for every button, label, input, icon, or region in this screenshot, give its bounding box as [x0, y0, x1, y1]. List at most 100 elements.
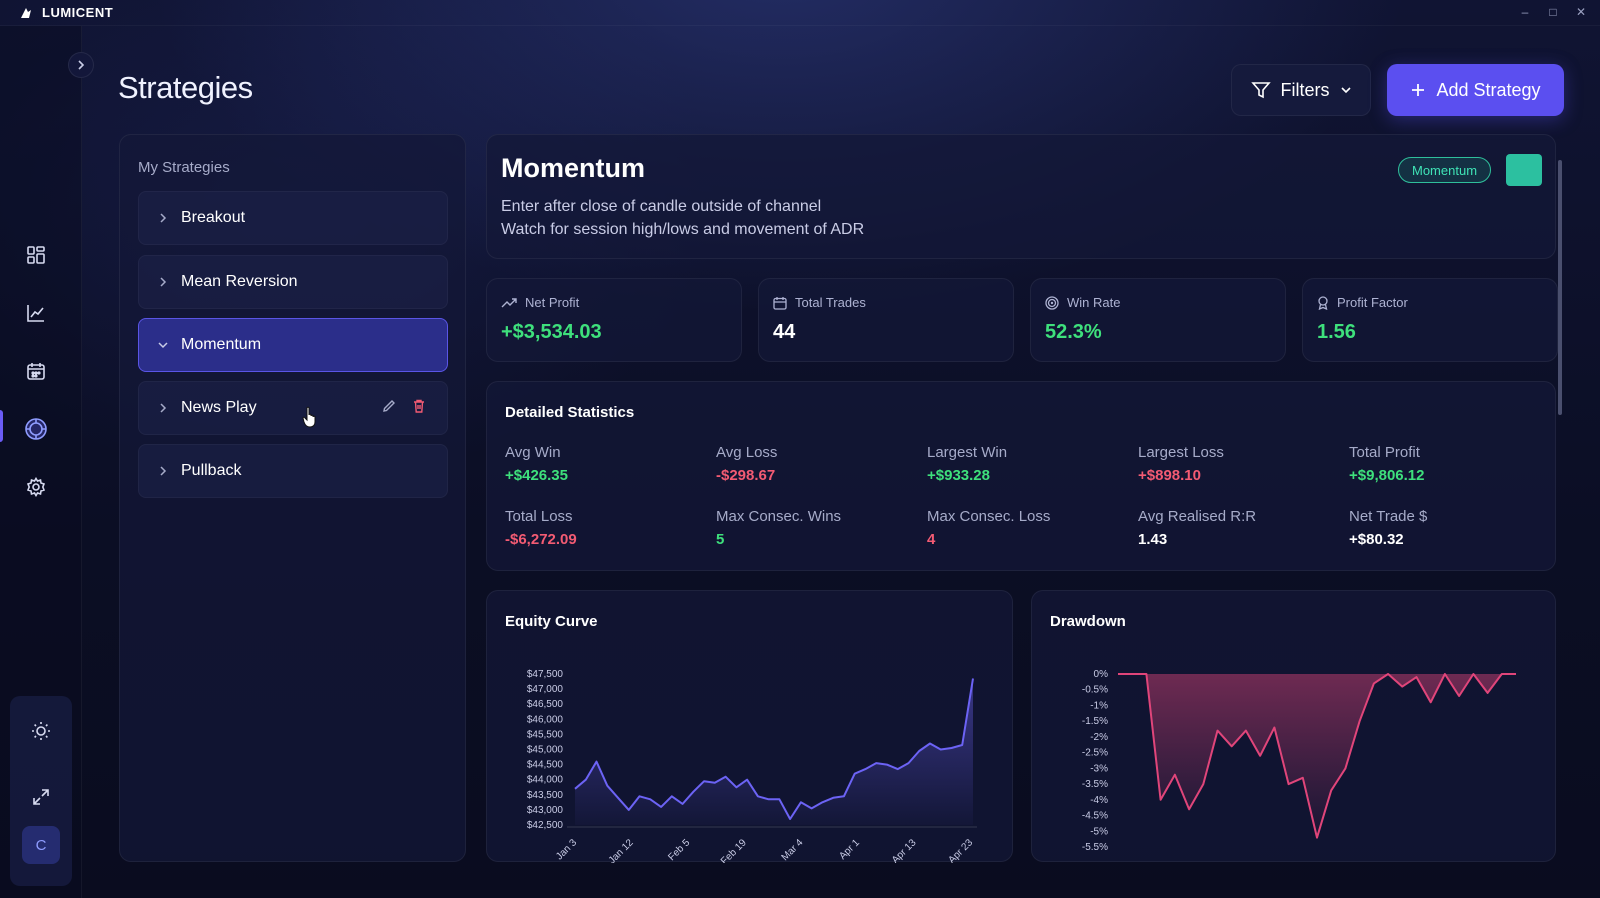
y-tick-label: -3%	[1090, 763, 1108, 774]
stat-label: Win Rate	[1067, 295, 1121, 310]
strategy-item-momentum[interactable]: Momentum	[138, 318, 448, 372]
y-tick-label: -1.5%	[1082, 716, 1108, 727]
equity-curve-title: Equity Curve	[505, 613, 598, 630]
detail-stat: Avg Loss -$298.67	[716, 444, 777, 484]
detail-stat: Largest Loss +$898.10	[1138, 444, 1224, 484]
x-tick-label: Jan 12	[607, 837, 636, 863]
detail-label: Avg Realised R:R	[1138, 508, 1257, 525]
detail-value: +$80.32	[1349, 531, 1404, 548]
y-tick-label: -4.5%	[1082, 811, 1108, 822]
dashboard-icon[interactable]	[23, 242, 49, 268]
detail-label: Net Trade $	[1349, 508, 1428, 525]
stat-label: Total Trades	[795, 295, 866, 310]
strategies-target-icon[interactable]	[23, 416, 49, 442]
detailed-statistics-title: Detailed Statistics	[505, 404, 635, 421]
strategy-item-news-play[interactable]: News Play	[138, 381, 448, 435]
active-nav-indicator	[0, 410, 3, 442]
stat-value: 44	[773, 321, 796, 343]
theme-sun-icon[interactable]	[28, 718, 54, 744]
detail-label: Largest Win	[927, 444, 1008, 461]
y-tick-label: $44,000	[527, 775, 564, 786]
detail-value: -$6,272.09	[505, 531, 577, 548]
y-tick-label: 0%	[1094, 669, 1109, 680]
maximize-icon[interactable]: □	[1549, 5, 1557, 19]
strategy-item-label: Breakout	[181, 209, 246, 226]
strategy-item-label: Mean Reversion	[181, 273, 298, 290]
delete-trash-icon[interactable]	[411, 398, 427, 419]
y-tick-label: $47,500	[527, 669, 564, 680]
scrollbar-thumb[interactable]	[1558, 160, 1562, 415]
strategy-color-swatch[interactable]	[1506, 154, 1542, 186]
x-tick-label: Mar 4	[780, 837, 806, 863]
detail-value: 5	[716, 531, 725, 548]
add-strategy-label: Add Strategy	[1436, 79, 1541, 100]
strategy-item-label: Momentum	[181, 336, 262, 353]
strategy-item-breakout[interactable]: Breakout	[138, 191, 448, 245]
chevron-right-icon	[155, 212, 171, 224]
y-tick-label: -1%	[1090, 700, 1108, 711]
y-tick-label: $46,500	[527, 699, 564, 710]
detail-stat: Avg Win +$426.35	[505, 444, 568, 484]
close-icon[interactable]: ✕	[1575, 5, 1587, 19]
award-icon	[1318, 295, 1328, 310]
trend-up-icon	[501, 297, 517, 307]
detail-label: Max Consec. Loss	[927, 508, 1051, 525]
detail-stat: Largest Win +$933.28	[927, 444, 1007, 484]
detail-label: Largest Loss	[1138, 444, 1224, 461]
drawdown-chart: 0% -0.5% -1% -1.5% -2% -2.5% -3% -3.5% -4% -4.5% -…	[1082, 669, 1516, 853]
sidebar-toggle-button[interactable]	[68, 52, 94, 78]
chevron-right-icon	[155, 465, 171, 477]
page-title: Strategies	[118, 70, 253, 105]
drawdown-card: Drawdown 0% -0.5% -1% -1.5% -2% -2.5% -3% -3.5%…	[1031, 590, 1556, 862]
y-tick-label: -0.5%	[1082, 685, 1108, 696]
y-tick-label: -4%	[1090, 795, 1108, 806]
target-icon	[1045, 295, 1059, 310]
series-line	[1118, 673, 1516, 839]
detail-label: Avg Win	[505, 444, 561, 461]
detailed-statistics-card: Detailed Statistics Avg Win +$426.35 Avg …	[486, 381, 1556, 571]
strategy-item-label: News Play	[181, 399, 257, 416]
y-tick-label: $45,500	[527, 729, 564, 740]
strategy-item-pullback[interactable]: Pullback	[138, 444, 448, 498]
strategy-item-label: Pullback	[181, 462, 242, 479]
analytics-icon[interactable]	[23, 300, 49, 326]
user-avatar[interactable]: C	[22, 826, 60, 864]
detail-label: Total Loss	[505, 508, 573, 525]
plus-icon	[1412, 84, 1425, 96]
stat-card-total-trades: Total Trades 44	[758, 278, 1014, 362]
series-line	[574, 678, 974, 820]
y-tick-label: $44,500	[527, 760, 564, 771]
detail-value: +$426.35	[505, 467, 568, 484]
detail-value: +$933.28	[927, 467, 990, 484]
filter-icon	[1250, 82, 1271, 99]
y-tick-label: -5%	[1090, 826, 1108, 837]
description-line: Watch for session high/lows and movement…	[501, 221, 865, 238]
add-strategy-button[interactable]: Add Strategy	[1387, 64, 1564, 116]
y-tick-label: -5.5%	[1082, 842, 1108, 853]
strategy-description: Enter after close of candle outside of c…	[501, 195, 864, 241]
detail-stat: Avg Realised R:R 1.43	[1138, 508, 1256, 548]
app-logo-icon	[19, 6, 33, 20]
minimize-icon[interactable]: –	[1521, 5, 1529, 19]
y-tick-label: $45,000	[527, 745, 564, 756]
detail-stat: Max Consec. Wins 5	[716, 508, 841, 548]
edit-pencil-icon[interactable]	[381, 398, 397, 419]
app-name: LUMICENT	[42, 5, 114, 20]
chevron-right-icon	[155, 276, 171, 288]
strategy-name: Momentum	[501, 153, 645, 183]
detail-label: Total Profit	[1349, 444, 1420, 461]
filters-button[interactable]: Filters	[1231, 64, 1371, 116]
strategies-heading: My Strategies	[138, 159, 230, 176]
y-tick-label: $42,500	[527, 820, 564, 831]
equity-curve-chart: $47,500 $47,000 $46,500 $46,000 $45,500 $45,0…	[527, 669, 977, 863]
hand-cursor-icon	[302, 406, 316, 428]
calendar-icon[interactable]	[23, 358, 49, 384]
settings-gear-icon[interactable]	[23, 474, 49, 500]
expand-icon[interactable]	[28, 784, 54, 810]
strategy-item-mean-reversion[interactable]: Mean Reversion	[138, 255, 448, 309]
x-tick-label: Apr 13	[890, 837, 919, 863]
stat-card-win-rate: Win Rate 52.3%	[1030, 278, 1286, 362]
stat-card-net-profit: Net Profit +$3,534.03	[486, 278, 742, 362]
detail-value: -$298.67	[716, 467, 776, 484]
detail-stat: Total Profit +$9,806.12	[1349, 444, 1425, 484]
